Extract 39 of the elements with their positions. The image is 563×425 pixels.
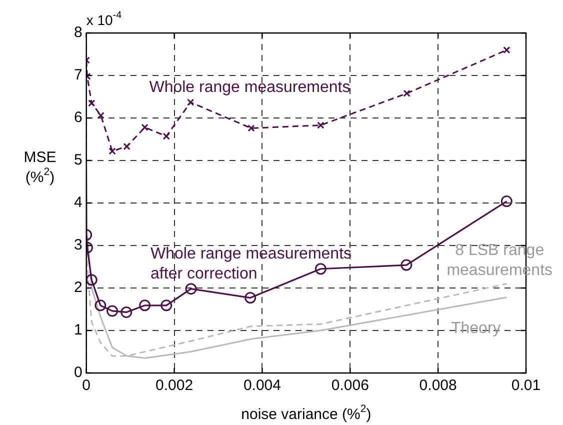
point	[185, 283, 197, 295]
point	[141, 124, 148, 131]
x-tick-label: 0.006	[331, 377, 369, 394]
annotation: Whole range measurements after correction	[150, 245, 352, 282]
annotation: Whole range measurements	[149, 78, 350, 96]
point	[108, 148, 116, 155]
point	[106, 305, 118, 317]
point	[86, 274, 98, 286]
y-tick-label: 5	[74, 152, 82, 169]
x-tick-label: 0.008	[419, 377, 457, 394]
point	[400, 259, 412, 271]
point	[314, 263, 326, 275]
point	[186, 98, 194, 106]
point	[244, 292, 256, 304]
point	[97, 112, 104, 120]
y-tick-label: 0	[74, 364, 82, 382]
y-tick-label: 4	[74, 194, 82, 212]
point	[500, 196, 512, 208]
point	[94, 300, 106, 312]
annotation: Theory	[450, 320, 501, 338]
y-tick-label: 3	[74, 236, 82, 254]
point	[317, 122, 324, 129]
y-tick-label: 6	[74, 109, 82, 126]
point	[503, 46, 510, 54]
point	[160, 300, 172, 312]
y-tick-label: 2	[74, 279, 82, 296]
point	[162, 132, 170, 140]
point	[248, 124, 255, 132]
y-tick-label: 8	[74, 24, 82, 42]
point	[123, 142, 130, 150]
x-tick-label: 0.01	[511, 377, 541, 394]
y-tick-label: 1	[74, 322, 82, 339]
y-tick-label: 7	[74, 66, 82, 84]
x-tick-label: 0.004	[243, 377, 281, 394]
point	[403, 90, 410, 97]
point	[139, 300, 151, 312]
point	[88, 100, 96, 107]
point	[120, 306, 132, 318]
x-tick-label: 0.002	[156, 377, 194, 394]
